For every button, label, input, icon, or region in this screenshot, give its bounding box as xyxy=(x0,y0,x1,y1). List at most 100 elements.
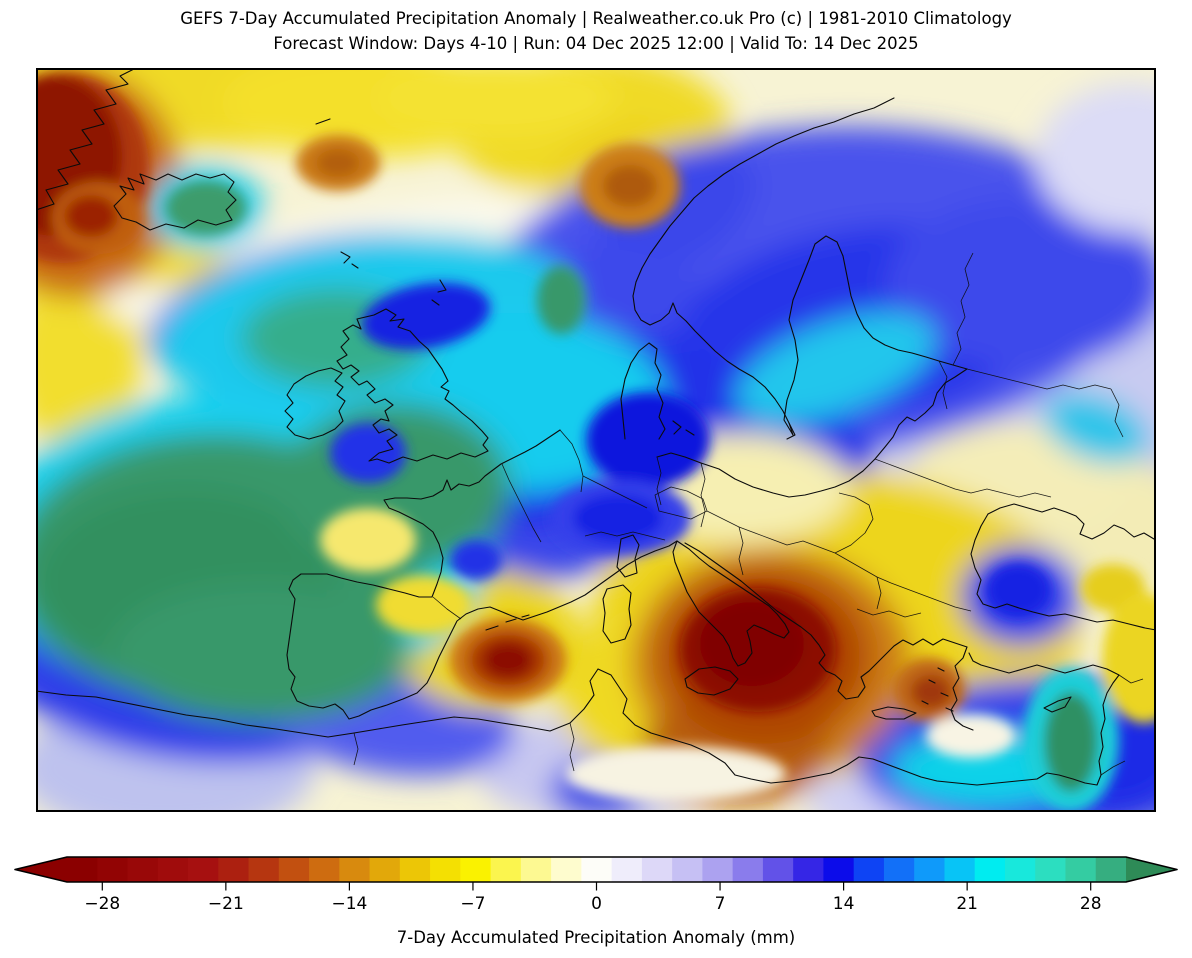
coastline-path xyxy=(672,540,790,667)
colorbar-segment xyxy=(611,857,643,882)
coastline-path xyxy=(286,429,678,720)
colorbar-segment xyxy=(702,857,734,882)
colorbar-tick-label: 14 xyxy=(833,894,855,914)
country-border-path xyxy=(584,531,666,541)
coastline-path xyxy=(336,308,489,464)
colorbar-segment xyxy=(248,857,280,882)
colorbar-label: 7-Day Accumulated Precipitation Anomaly … xyxy=(396,928,796,947)
coastline-path xyxy=(485,614,530,631)
anomaly-blob xyxy=(986,563,1050,617)
colorbar-segment xyxy=(430,857,461,882)
anomaly-blob xyxy=(316,149,360,177)
colorbar-segment xyxy=(278,857,310,882)
country-border-path xyxy=(559,429,584,493)
coastline-path xyxy=(1043,696,1072,713)
anomaly-blob xyxy=(330,423,406,483)
country-border-path xyxy=(1118,674,1144,684)
coastline-path xyxy=(970,513,1157,631)
country-border-path xyxy=(353,732,359,766)
colorbar-segment xyxy=(883,857,915,882)
anomaly-blob xyxy=(450,540,502,580)
colorbar-segment xyxy=(581,857,613,882)
coastline-path xyxy=(620,342,695,440)
anomaly-blob xyxy=(911,675,951,709)
country-border-path xyxy=(1100,760,1126,776)
country-border-path xyxy=(856,608,922,618)
colorbar-segment xyxy=(793,857,825,882)
anomaly-blob xyxy=(537,266,585,334)
coastline-path xyxy=(340,251,359,269)
colorbar-segment xyxy=(188,857,219,882)
title-line-2: Forecast Window: Days 4-10 | Run: 04 Dec… xyxy=(273,34,919,53)
colorbar-segment xyxy=(1004,857,1036,882)
country-border-path xyxy=(656,456,662,506)
coastline-path xyxy=(783,235,968,436)
colorbar-tick-label: 7 xyxy=(715,894,726,914)
country-border-path xyxy=(432,596,462,620)
colorbar-segment xyxy=(1065,857,1097,882)
colorbar-outline xyxy=(14,856,1178,883)
colorbar-segment xyxy=(762,857,794,882)
country-border-path xyxy=(876,576,882,610)
coastline-path xyxy=(35,652,1120,786)
country-border-path xyxy=(700,462,706,528)
colorbar-segment xyxy=(218,857,250,882)
coastline-path xyxy=(431,279,447,306)
colorbar-segment xyxy=(490,857,522,882)
country-border-path xyxy=(770,538,836,554)
colorbar-segment xyxy=(853,857,885,882)
map-canvas xyxy=(0,24,1192,845)
country-border-path xyxy=(874,458,940,484)
coastline-path xyxy=(987,503,1155,540)
anomaly-blob xyxy=(1044,692,1098,792)
country-border-path xyxy=(569,722,575,772)
coastline-path xyxy=(684,666,739,696)
country-border-path xyxy=(938,360,948,410)
colorbar-segment xyxy=(1035,857,1067,882)
country-border-path xyxy=(582,475,648,509)
anomaly-blob xyxy=(566,746,786,802)
chart-title: GEFS 7-Day Accumulated Precipitation Ano… xyxy=(0,6,1192,56)
anomaly-blob xyxy=(320,508,416,572)
colorbar-right-arrow xyxy=(1126,857,1177,882)
coastline-path xyxy=(786,422,796,440)
coastline-path xyxy=(113,173,237,231)
colorbar-segment xyxy=(399,857,431,882)
anomaly-blob xyxy=(64,195,118,237)
colorbar-segment xyxy=(520,857,552,882)
coastline-path xyxy=(632,97,895,436)
country-border-path xyxy=(1030,384,1112,390)
country-border-path xyxy=(834,492,874,554)
colorbar-segment xyxy=(1095,857,1127,882)
anomaly-blob xyxy=(11,263,141,453)
coastline-path xyxy=(602,584,632,644)
country-border-path xyxy=(952,252,974,366)
colorbar-segment xyxy=(732,857,764,882)
coastline-path xyxy=(284,367,346,440)
colorbar-tick-label: 28 xyxy=(1080,894,1102,914)
anomaly-blob xyxy=(926,714,1016,758)
colorbar-segment xyxy=(641,857,673,882)
title-line-1: GEFS 7-Day Accumulated Precipitation Ano… xyxy=(180,9,1012,28)
colorbar: −28 −21 −14 −7 0 7 14 21 28 xyxy=(0,845,1192,930)
anomaly-blob xyxy=(376,58,616,138)
anomaly-blob xyxy=(376,575,472,635)
anomaly-blob xyxy=(1036,83,1192,233)
colorbar-segment xyxy=(672,857,703,882)
country-border-path xyxy=(834,552,892,584)
colorbar-segment xyxy=(369,857,401,882)
country-border-path xyxy=(966,368,1032,386)
colorbar-tick-label: −21 xyxy=(208,894,244,914)
colorbar-segment xyxy=(823,857,855,882)
colorbar-tick-label: 21 xyxy=(956,894,978,914)
colorbar-segment xyxy=(67,857,98,882)
colorbar-segment xyxy=(127,857,159,882)
anomaly-blob xyxy=(586,392,710,488)
colorbar-segment xyxy=(974,857,1006,882)
colorbar-left-arrow xyxy=(15,857,67,882)
anomaly-blob xyxy=(886,198,1166,368)
colorbar-tick-label: −28 xyxy=(84,894,120,914)
coastline-path xyxy=(656,368,968,498)
coastline-path xyxy=(35,67,137,211)
